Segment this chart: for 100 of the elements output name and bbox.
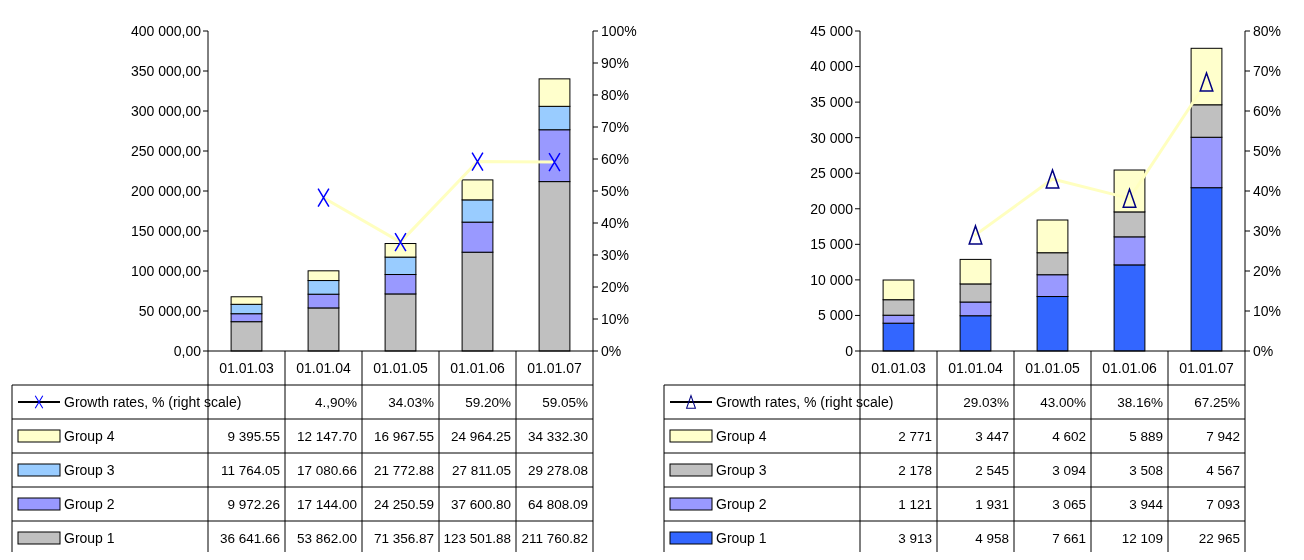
- data-label: 4 602: [1052, 428, 1086, 444]
- data-label: 17 080.66: [296, 462, 357, 478]
- data-label: 211 760.82: [521, 530, 588, 546]
- data-label: 16 967.55: [373, 428, 434, 444]
- y-tick-label: 0: [845, 342, 854, 359]
- legend-label: Group 1: [716, 529, 767, 546]
- y-tick-label: 50 000,00: [138, 302, 202, 319]
- y2-tick-label: 10%: [601, 310, 630, 327]
- y2-tick-label: 20%: [1253, 262, 1282, 279]
- data-label: 34.03%: [388, 394, 434, 410]
- data-label: 3 094: [1052, 462, 1087, 478]
- y-tick-label: 10 000: [810, 271, 854, 288]
- data-label: 3 447: [975, 428, 1009, 444]
- y-tick-label: 15 000: [810, 236, 854, 253]
- legend-label: Group 3: [64, 461, 115, 478]
- y-tick-label: 40 000: [810, 58, 854, 75]
- y-tick-label: 300 000,00: [130, 102, 202, 119]
- data-label: 53 862.00: [296, 530, 357, 546]
- data-label: 3 944: [1129, 496, 1164, 512]
- y2-tick-label: 70%: [601, 118, 630, 135]
- x-tick-label: 01.01.07: [527, 359, 582, 376]
- data-label: 27 811.05: [451, 462, 511, 478]
- y2-tick-label: 60%: [1253, 102, 1282, 119]
- data-label: 59.05%: [542, 394, 588, 410]
- data-label: 4 958: [975, 530, 1009, 546]
- legend-label: Group 4: [716, 427, 767, 444]
- legend-label: Group 1: [64, 529, 115, 546]
- y-tick-label: 100 000,00: [130, 262, 202, 279]
- data-label: 4.,90%: [314, 394, 357, 410]
- y2-tick-label: 0%: [1253, 342, 1274, 359]
- y-tick-label: 35 000: [810, 94, 854, 111]
- y-tick-label: 30 000: [810, 129, 854, 146]
- data-label: 3 065: [1052, 496, 1086, 512]
- x-tick-label: 01.01.07: [1179, 359, 1234, 376]
- data-label: 38.16%: [1117, 394, 1163, 410]
- y-tick-label: 25 000: [810, 165, 854, 182]
- y2-tick-label: 60%: [601, 150, 630, 167]
- y2-tick-label: 40%: [1253, 182, 1282, 199]
- data-label: 36 641.66: [219, 530, 280, 546]
- data-label: 29.03%: [963, 394, 1009, 410]
- data-label: 17 144.00: [296, 496, 357, 512]
- y2-tick-label: 0%: [601, 342, 622, 359]
- x-tick-label: 01.01.05: [1025, 359, 1080, 376]
- data-label: 67.25%: [1194, 394, 1240, 410]
- legend-label: Growth rates, % (right scale): [716, 393, 894, 410]
- data-label: 34 332.30: [527, 428, 588, 444]
- data-label: 2 771: [898, 428, 932, 444]
- data-label: 21 772.88: [373, 462, 434, 478]
- y-tick-label: 5 000: [817, 307, 854, 324]
- data-label: 7 661: [1052, 530, 1086, 546]
- x-tick-label: 01.01.03: [219, 359, 274, 376]
- data-label: 71 356.87: [373, 530, 434, 546]
- y-tick-label: 45 000: [810, 22, 854, 39]
- data-label: 37 600.80: [450, 496, 511, 512]
- legend-label: Group 2: [64, 495, 115, 512]
- data-label: 12 109: [1121, 530, 1163, 546]
- x-tick-label: 01.01.04: [296, 359, 351, 376]
- data-label: 5 889: [1129, 428, 1163, 444]
- y-tick-label: 20 000: [810, 200, 854, 217]
- x-tick-label: 01.01.05: [373, 359, 428, 376]
- y-tick-label: 200 000,00: [130, 182, 202, 199]
- y2-tick-label: 50%: [601, 182, 630, 199]
- y2-tick-label: 100%: [601, 22, 637, 39]
- data-label: 2 545: [975, 462, 1009, 478]
- point: [1045, 169, 1060, 189]
- data-label: 9 972.26: [227, 496, 280, 512]
- data-label: 43.00%: [1040, 394, 1086, 410]
- y2-tick-label: 90%: [601, 54, 630, 71]
- data-label: 2 178: [898, 462, 932, 478]
- point: [968, 225, 983, 245]
- data-label: 24 964.25: [450, 428, 511, 444]
- data-label: 59.20%: [465, 394, 511, 410]
- data-label: 7 942: [1206, 428, 1240, 444]
- data-label: 12 147.70: [296, 428, 357, 444]
- data-label: 29 278.08: [527, 462, 588, 478]
- x-tick-label: 01.01.04: [948, 359, 1003, 376]
- data-label: 7 093: [1206, 496, 1240, 512]
- y2-tick-label: 80%: [1253, 22, 1282, 39]
- y-tick-label: 250 000,00: [130, 142, 202, 159]
- data-label: 11 764.05: [220, 462, 280, 478]
- data-label: 9 395.55: [227, 428, 280, 444]
- data-label: 1 121: [898, 496, 932, 512]
- y2-tick-label: 40%: [601, 214, 630, 231]
- y-tick-label: 400 000,00: [130, 22, 202, 39]
- y2-tick-label: 80%: [601, 86, 630, 103]
- legend-label: Group 2: [716, 495, 767, 512]
- y2-tick-label: 70%: [1253, 62, 1282, 79]
- data-label: 24 250.59: [373, 496, 434, 512]
- y2-tick-label: 50%: [1253, 142, 1282, 159]
- x-tick-label: 01.01.03: [871, 359, 926, 376]
- data-label: 123 501.88: [443, 530, 511, 546]
- legend-label: Group 4: [64, 427, 115, 444]
- data-label: 64 808.09: [527, 496, 588, 512]
- y-tick-label: 150 000,00: [130, 222, 202, 239]
- y-tick-label: 0,00: [173, 342, 202, 359]
- y-tick-label: 350 000,00: [130, 62, 202, 79]
- y2-tick-label: 30%: [1253, 222, 1282, 239]
- data-label: 3 913: [898, 530, 932, 546]
- legend-label: Group 3: [716, 461, 767, 478]
- data-label: 4 567: [1206, 462, 1240, 478]
